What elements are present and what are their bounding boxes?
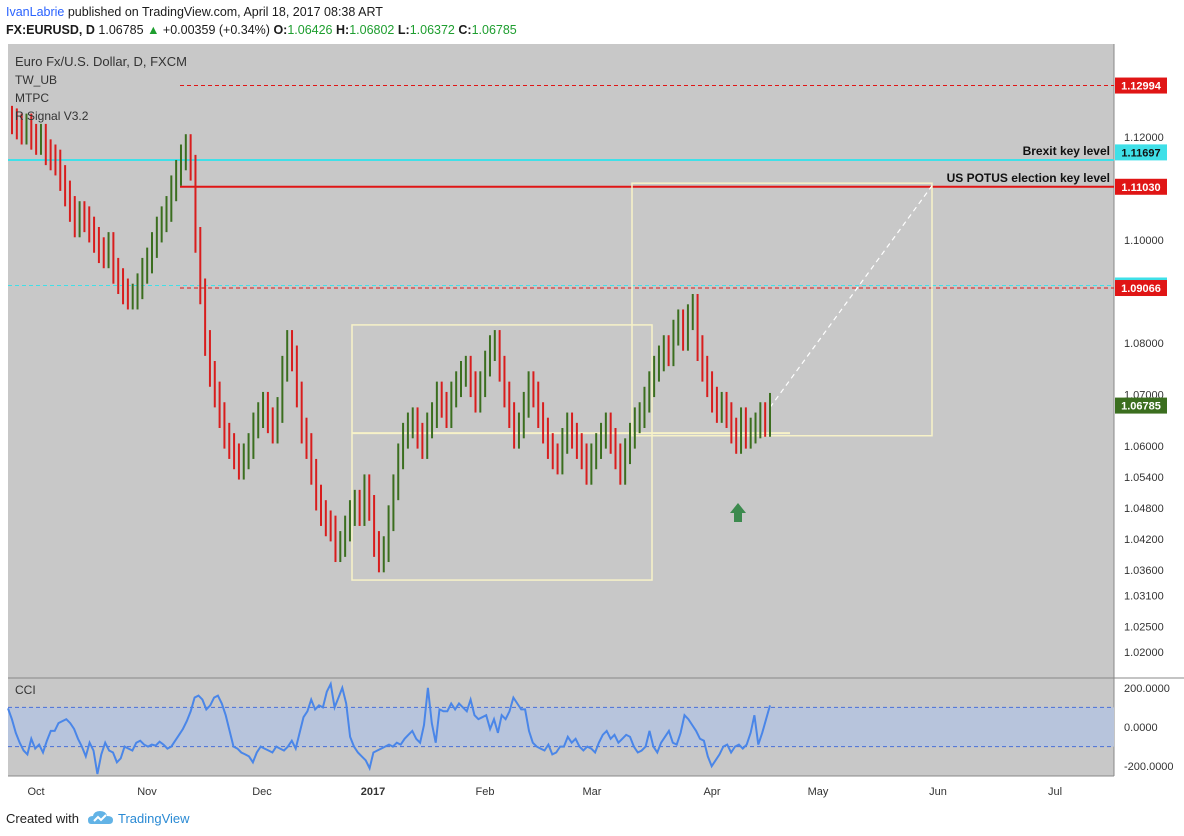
y-tick-label: 1.12000 <box>1124 132 1164 144</box>
open-value: 1.06426 <box>287 23 333 37</box>
published-text: published on TradingView.com, April 18, … <box>67 5 383 19</box>
indicator-label: R Signal V3.2 <box>15 109 89 123</box>
quote-line: FX:EURUSD, D 1.06785 ▲ +0.00359 (+0.34%)… <box>6 23 517 37</box>
tradingview-logo-icon <box>88 811 113 824</box>
projection-path <box>769 185 933 408</box>
x-tick-label: Jun <box>929 786 947 798</box>
y-tick-label: 1.10000 <box>1124 235 1164 247</box>
y-tick-label: 1.04200 <box>1124 534 1164 546</box>
cci-tick-label: -200.0000 <box>1124 761 1174 773</box>
y-tick-label: 1.02000 <box>1124 647 1164 659</box>
high-label: H: <box>336 23 350 37</box>
chart-title: Euro Fx/U.S. Dollar, D, FXCM <box>15 54 187 69</box>
x-tick-label: Jul <box>1048 786 1062 798</box>
close-label: C: <box>458 23 472 37</box>
x-tick-label: 2017 <box>361 786 385 798</box>
us-election-level-label: US POTUS election key level <box>947 171 1110 185</box>
price-tag <box>1115 144 1167 161</box>
x-tick-label: Nov <box>137 786 157 798</box>
chart-footer: Created with TradingView <box>0 802 1184 836</box>
cci-line <box>7 680 771 775</box>
buy-arrow-icon <box>730 503 746 522</box>
x-tick-label: Mar <box>583 786 602 798</box>
price-tag-label: 1.11030 <box>1121 182 1160 194</box>
x-tick-label: May <box>808 786 829 798</box>
y-tick-label: 1.02500 <box>1124 621 1164 633</box>
price-tag-label: 1.09066 <box>1121 283 1161 295</box>
up-arrow-icon: ▲ <box>147 23 160 37</box>
price-tag <box>1115 280 1167 297</box>
high-value: 1.06802 <box>349 23 395 37</box>
x-tick-label: Oct <box>27 786 44 798</box>
chart-header: IvanLabrie published on TradingView.com,… <box>0 0 1184 44</box>
projection-box <box>631 182 933 437</box>
y-tick-label: 1.04800 <box>1124 503 1164 515</box>
last-price: 1.06785 <box>98 23 144 37</box>
price-tag <box>1115 397 1167 414</box>
y-tick-label: 1.03600 <box>1124 565 1164 577</box>
y-tick-label: 1.03100 <box>1124 591 1164 603</box>
cci-tick-label: 0.0000 <box>1124 722 1158 734</box>
cci-band <box>8 707 1114 747</box>
y-tick-label: 1.08000 <box>1124 338 1164 350</box>
x-tick-label: Apr <box>703 786 720 798</box>
author-link[interactable]: IvanLabrie <box>6 5 65 19</box>
tradingview-brand-link[interactable]: TradingView <box>118 811 190 826</box>
price-change: +0.00359 (+0.34%) <box>162 23 270 37</box>
indicator-label: MTPC <box>15 91 49 105</box>
price-tag-label: 1.11697 <box>1121 147 1160 159</box>
low-label: L: <box>397 23 410 37</box>
y-tick-label: 1.05400 <box>1124 472 1164 484</box>
price-tag <box>1115 178 1167 195</box>
cci-label: CCI <box>15 683 36 697</box>
x-tick-label: Dec <box>252 786 272 798</box>
cci-tick-label: 200.0000 <box>1124 683 1170 695</box>
y-tick-label: 1.06000 <box>1124 441 1164 453</box>
price-tag-label: 1.12994 <box>1121 81 1162 93</box>
brexit-level-label: Brexit key level <box>1023 144 1110 158</box>
consolidation-box <box>351 324 653 581</box>
price-chart[interactable]: 1.120001.100001.080001.070001.060001.054… <box>0 44 1184 802</box>
publish-line: IvanLabrie published on TradingView.com,… <box>6 5 383 19</box>
indicator-label: TW_UB <box>15 73 57 87</box>
close-value: 1.06785 <box>471 23 517 37</box>
low-value: 1.06372 <box>409 23 455 37</box>
symbol-label: FX:EURUSD, D <box>6 23 95 37</box>
price-pane <box>8 44 1114 678</box>
created-with-text: Created with <box>6 811 79 826</box>
price-tag <box>1115 77 1167 94</box>
x-tick-label: Feb <box>476 786 495 798</box>
price-tag-label: 1.06785 <box>1121 401 1161 413</box>
open-label: O: <box>273 23 288 37</box>
